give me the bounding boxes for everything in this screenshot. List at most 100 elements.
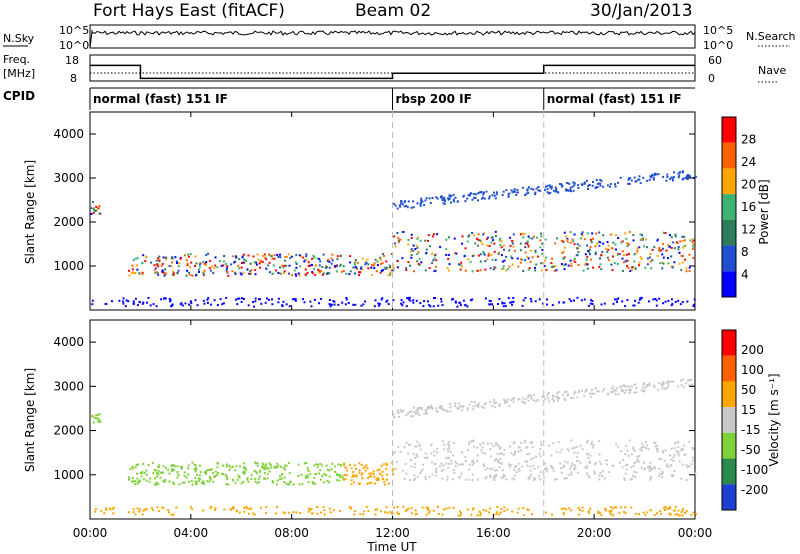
data-point: [237, 264, 240, 267]
data-point: [563, 268, 566, 271]
data-point: [669, 513, 672, 516]
data-point: [589, 253, 591, 256]
data-point: [177, 265, 180, 268]
data-point: [283, 272, 286, 275]
data-point: [569, 241, 572, 244]
data-point: [639, 256, 642, 259]
data-point: [350, 506, 352, 509]
data-point: [238, 511, 241, 514]
data-point: [625, 253, 628, 256]
data-point: [328, 299, 331, 301]
data-point: [97, 207, 100, 210]
data-point: [138, 272, 141, 275]
data-point: [566, 240, 569, 243]
data-point: [494, 234, 497, 237]
beam-title: Beam 02: [355, 1, 431, 21]
data-point: [464, 269, 467, 272]
data-point: [154, 469, 157, 472]
data-point: [684, 382, 687, 385]
data-point: [354, 259, 357, 261]
data-point: [572, 240, 575, 243]
data-point: [93, 416, 96, 419]
data-point: [692, 239, 695, 242]
data-point: [532, 457, 535, 459]
data-point: [565, 239, 568, 241]
data-point: [385, 506, 388, 509]
data-point: [523, 514, 526, 517]
data-point: [477, 233, 480, 236]
data-point: [599, 179, 602, 181]
data-point: [414, 248, 417, 250]
data-point: [518, 470, 521, 473]
data-point: [627, 267, 630, 269]
data-point: [653, 513, 656, 516]
data-point: [611, 269, 614, 272]
data-point: [430, 452, 433, 455]
data-point: [580, 299, 583, 302]
data-point: [205, 264, 207, 267]
data-point: [547, 392, 550, 395]
data-point: [587, 457, 590, 459]
data-point: [438, 406, 441, 409]
data-point: [651, 248, 654, 251]
data-point: [305, 253, 308, 256]
data-point: [445, 409, 448, 412]
data-point: [523, 401, 526, 404]
data-point: [571, 397, 574, 399]
data-point: [648, 382, 651, 385]
data-point: [635, 387, 638, 389]
data-point: [279, 256, 282, 259]
data-point: [466, 240, 469, 243]
data-point: [310, 508, 313, 510]
data-point: [565, 508, 568, 511]
data-point: [132, 480, 135, 483]
data-point: [683, 235, 686, 238]
data-point: [578, 508, 581, 511]
data-point: [632, 465, 635, 468]
data-point: [297, 272, 300, 275]
data-point: [677, 452, 680, 455]
colorbar-frame: [721, 116, 737, 298]
data-point: [556, 191, 559, 194]
data-point: [587, 453, 590, 456]
data-point: [393, 202, 396, 205]
data-point: [250, 269, 253, 272]
data-point: [653, 441, 655, 444]
data-point: [280, 465, 282, 468]
data-point: [585, 472, 588, 475]
data-point: [571, 238, 574, 241]
data-point: [304, 268, 307, 271]
data-point: [573, 299, 575, 302]
data-point: [617, 393, 620, 396]
data-point: [630, 453, 633, 456]
data-point: [655, 304, 658, 307]
data-point: [686, 300, 689, 303]
data-point: [630, 385, 633, 388]
data-point: [265, 506, 268, 509]
data-point: [486, 442, 489, 445]
data-point: [643, 245, 646, 248]
data-point: [662, 382, 665, 385]
data-point: [647, 467, 650, 469]
data-point: [630, 179, 633, 182]
data-point: [350, 483, 353, 486]
data-point: [195, 262, 198, 265]
x-axis-ticks: 00:00 04:00 08:00 12:00 16:00 20:00 00:00: [73, 112, 712, 540]
data-point: [685, 176, 688, 179]
data-point: [400, 302, 403, 305]
data-point: [445, 462, 448, 465]
data-point: [686, 466, 689, 469]
data-point: [539, 448, 542, 451]
data-point: [255, 472, 258, 475]
data-point: [440, 195, 443, 198]
data-point: [624, 453, 627, 456]
data-point: [680, 254, 683, 257]
data-point: [172, 468, 175, 471]
cpid-modes: normal (fast) 151 IF rbsp 200 IF normal (f…: [89, 88, 682, 110]
data-point: [589, 396, 592, 398]
data-point: [178, 483, 181, 486]
data-point: [153, 264, 156, 267]
data-point: [410, 415, 413, 418]
data-point: [203, 471, 206, 474]
data-point: [482, 509, 485, 512]
